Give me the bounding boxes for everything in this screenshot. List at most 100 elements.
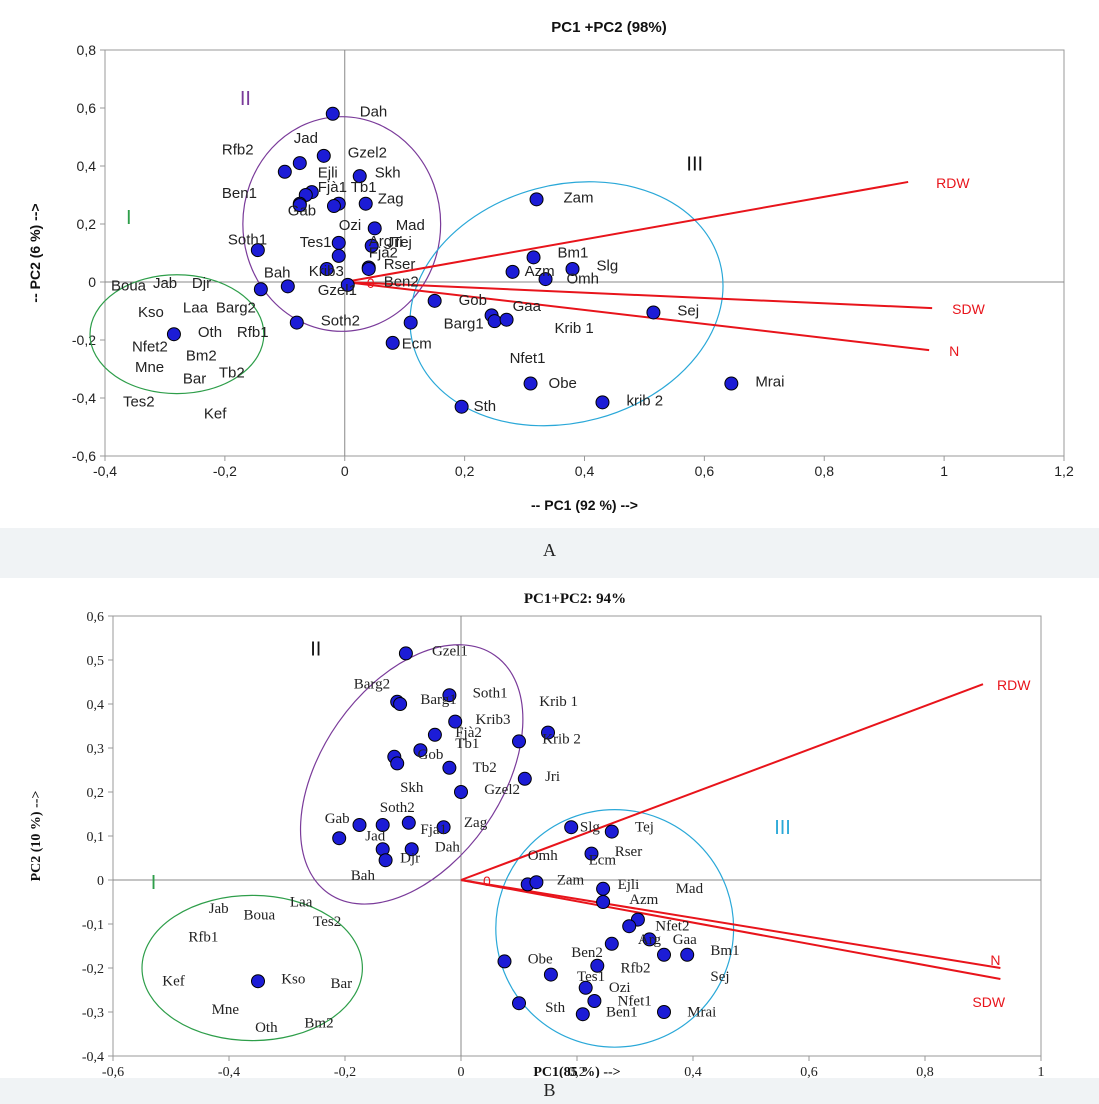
point-label: Tej <box>393 234 412 251</box>
point-label: Tes1 <box>300 234 332 251</box>
point-label: Gab <box>288 202 316 219</box>
data-point <box>253 282 268 297</box>
point-label: Bm1 <box>558 244 589 261</box>
point-label: Rfb2 <box>621 960 651 976</box>
point-label: Tej <box>635 820 654 836</box>
data-point <box>427 727 442 742</box>
data-point <box>364 238 379 253</box>
data-point <box>499 312 514 327</box>
x-tick-label: 0,4 <box>684 1065 702 1078</box>
data-point <box>454 785 468 799</box>
data-point <box>436 820 451 835</box>
data-point <box>587 994 602 1008</box>
data-point <box>657 1005 671 1019</box>
point-label: Arg <box>369 233 392 250</box>
point-label: Mad <box>676 881 704 897</box>
x-tick-label: -0,4 <box>93 463 117 479</box>
data-point <box>575 1007 590 1022</box>
point-label: Obe <box>549 375 577 392</box>
x-tick-label: 0,6 <box>695 463 715 479</box>
x-tick-label: 0 <box>458 1065 465 1078</box>
data-point <box>378 853 393 868</box>
x-tick-label: 1,2 <box>1054 463 1074 479</box>
point-label: Bm2 <box>304 1015 333 1031</box>
point-label: Ecm <box>402 336 432 353</box>
panel-b: -0,6 -0,4 -0,2 0 0,2 0,4 0,6 0,8 1 -0,4 -0,3 -0,2 -0… <box>0 578 1099 1078</box>
point-label: Krib3 <box>476 712 511 728</box>
point-label: Laa <box>183 299 209 316</box>
point-label: Rser <box>615 844 643 860</box>
vector-label: N <box>949 343 959 359</box>
point-label: Jab <box>209 901 229 917</box>
vector-sdw <box>344 281 933 310</box>
point-label: Fjà2 <box>369 244 398 261</box>
point-label: Barg2 <box>354 677 390 693</box>
data-point <box>403 315 418 330</box>
point-label: Kso <box>138 304 164 321</box>
data-point <box>361 261 376 276</box>
point-label: Azm <box>525 263 555 280</box>
point-label: Krib 1 <box>539 694 578 710</box>
data-point <box>427 293 442 308</box>
data-point <box>497 954 512 969</box>
point-label: Oth <box>198 324 222 341</box>
y-tick-label: 0,4 <box>87 698 105 713</box>
point-label: Zag <box>464 815 488 831</box>
point-label: Ben2 <box>571 945 603 961</box>
y-tick-label: 0,8 <box>77 42 97 58</box>
point-label: Gab <box>325 811 350 827</box>
point-label: Jad <box>294 130 318 147</box>
point-label: Fja1 <box>420 822 447 838</box>
data-point <box>340 277 355 292</box>
data-point <box>538 272 553 287</box>
data-point <box>642 932 657 947</box>
data-point <box>292 156 307 171</box>
data-point <box>596 895 611 909</box>
group-ellipse-i <box>89 274 265 395</box>
y-tick-label: -0,2 <box>82 962 104 977</box>
point-label: Barg1 <box>420 692 456 708</box>
group-label: III <box>774 817 791 839</box>
point-label: Bah <box>351 868 376 884</box>
point-label: Barg2 <box>216 299 256 316</box>
y-tick-label: 0,5 <box>87 654 105 669</box>
point-label: Slg <box>596 257 618 274</box>
x-tick-label: 0,8 <box>916 1065 934 1078</box>
point-label: Kso <box>281 971 305 987</box>
group-ellipse-ii <box>242 116 442 332</box>
point-label: Mne <box>212 1002 240 1018</box>
group-ellipse-iii <box>409 181 724 427</box>
point-label: Sej <box>677 302 699 319</box>
data-point <box>331 248 346 263</box>
data-point <box>375 818 390 832</box>
point-label: Nfet1 <box>618 993 652 1009</box>
point-label: Boua <box>244 908 276 924</box>
y-tick-label: 0,6 <box>87 610 105 625</box>
point-label: Dah <box>435 839 460 855</box>
x-tick-label: 0,8 <box>815 463 835 479</box>
data-point <box>584 846 599 861</box>
data-point <box>316 148 331 163</box>
point-label: Jad <box>365 828 385 844</box>
y-tick-label: -0,4 <box>82 1050 104 1065</box>
x-tick-label: -0,2 <box>213 463 237 479</box>
x-tick-label: 1 <box>1038 1065 1045 1078</box>
data-point <box>517 771 532 786</box>
point-label: Tes1 <box>577 969 605 985</box>
data-point <box>442 688 457 703</box>
point-label: Nfet1 <box>510 350 546 367</box>
data-point <box>390 756 405 771</box>
data-point <box>413 743 428 758</box>
x-tick-label: 0,4 <box>575 463 595 479</box>
group-ellipse-iii <box>495 808 735 1048</box>
data-point <box>401 815 416 830</box>
y-tick-label: -0,1 <box>82 918 104 933</box>
point-label: Zag <box>378 191 404 208</box>
data-point <box>590 958 605 973</box>
panel-b-caption-strip: B <box>0 1078 1099 1104</box>
point-label: Gaa <box>673 932 697 948</box>
data-point <box>250 243 265 258</box>
point-label: Ejli <box>618 877 640 893</box>
point-label: Tb2 <box>473 760 497 776</box>
point-label: Rfb1 <box>237 324 269 341</box>
